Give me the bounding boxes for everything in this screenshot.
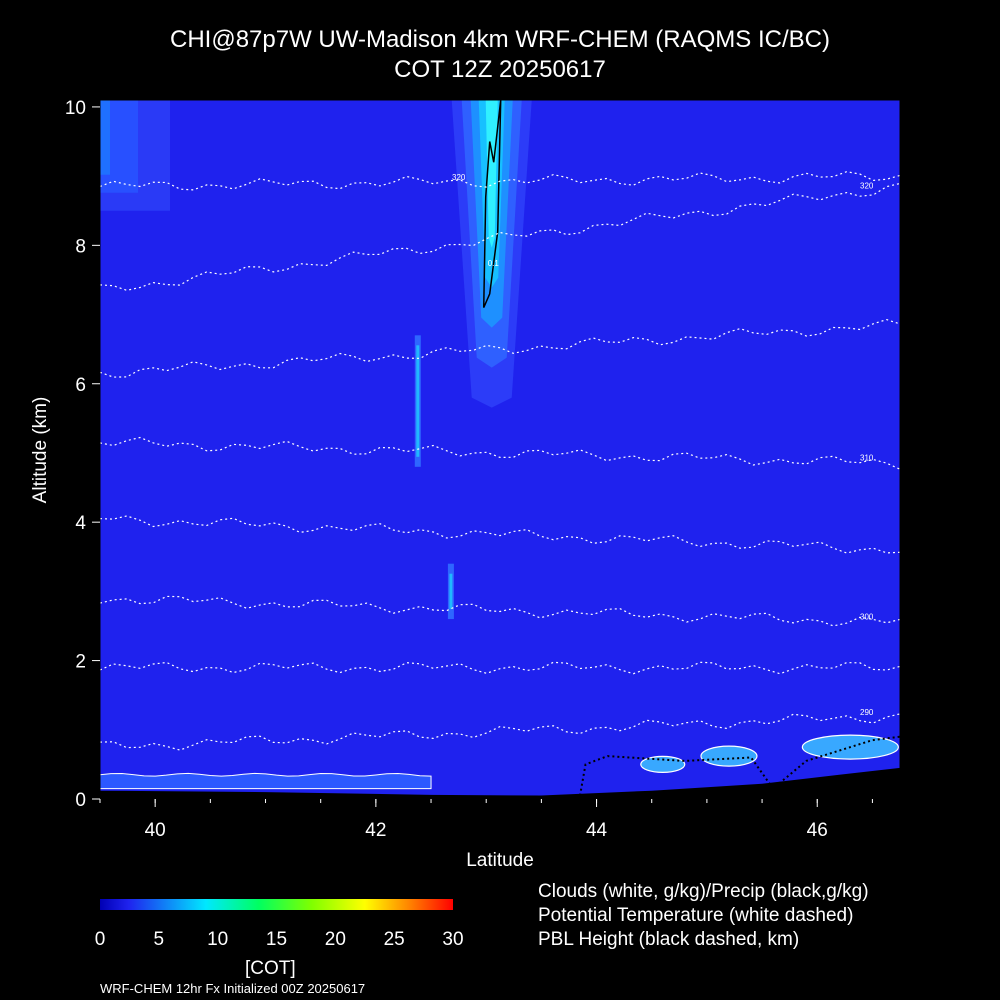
plume-layer <box>485 100 498 248</box>
colorbar-tick-label: 30 <box>442 929 463 950</box>
legend-pbl: PBL Height (black dashed, km) <box>538 929 800 950</box>
x-tick-label: 46 <box>807 820 828 841</box>
legend-theta: Potential Temperature (white dashed) <box>538 905 854 926</box>
x-tick-label: 44 <box>586 820 608 841</box>
chart-subtitle: COT 12Z 20250617 <box>394 56 606 83</box>
low-clouds-and-terrain <box>100 734 900 799</box>
pbl-cloud-band <box>100 772 432 790</box>
colorbar <box>100 899 453 910</box>
colorbar-tick-label: 15 <box>266 929 287 950</box>
colorbar-tick-label: 10 <box>207 929 228 950</box>
y-axis-title: Altitude (km) <box>30 397 51 504</box>
theta-contour-label: 320 <box>452 173 466 182</box>
thin-cloud-core <box>449 573 453 610</box>
theta-contour-label: 310 <box>860 454 874 463</box>
theta-contour-label: 320 <box>860 182 874 191</box>
theta-contour <box>100 318 900 378</box>
theta-contour <box>100 661 900 675</box>
colorbar-tick-label: 0 <box>95 929 106 950</box>
plot-frame <box>99 99 901 800</box>
cot-field: 0.1 <box>100 100 532 620</box>
colorbar-tick-label: 25 <box>384 929 405 950</box>
theta-contour <box>100 515 900 554</box>
upper-cloud-layer <box>100 100 110 175</box>
thin-cloud-core <box>416 345 420 457</box>
colorbar-tick-label: 20 <box>325 929 346 950</box>
colorbar-ticks: 0 5 10 15 20 25 30 <box>95 929 464 950</box>
y-tick-label: 2 <box>75 652 86 673</box>
legend-clouds: Clouds (white, g/kg)/Precip (black,g/kg) <box>538 881 869 902</box>
terrain <box>100 767 900 799</box>
y-tick-label: 6 <box>75 375 86 396</box>
theta-contours: 320 320 310 300 290 <box>100 171 900 751</box>
x-tick-label: 40 <box>145 820 166 841</box>
colorbar-tick-label: 5 <box>154 929 165 950</box>
x-axis: 40 42 44 46 <box>99 799 873 841</box>
theta-contour <box>100 595 900 627</box>
x-tick-label: 42 <box>365 820 386 841</box>
y-tick-label: 8 <box>75 236 86 257</box>
colorbar-label: [COT] <box>245 958 296 979</box>
footer-note: WRF-CHEM 12hr Fx Initialized 00Z 2025061… <box>100 981 366 996</box>
y-axis: 0 2 4 6 8 10 <box>65 98 100 811</box>
precip-contour-label: 0.1 <box>488 259 500 268</box>
x-axis-title: Latitude <box>466 850 534 871</box>
y-tick-label: 4 <box>75 513 86 534</box>
theta-contour-label: 300 <box>860 613 874 622</box>
low-cloud-blob <box>700 745 758 767</box>
y-tick-label: 10 <box>65 98 86 119</box>
theta-contour <box>100 713 900 751</box>
chart-title: CHI@87p7W UW-Madison 4km WRF-CHEM (RAQMS… <box>170 26 830 53</box>
y-tick-label: 0 <box>75 790 86 811</box>
theta-contour <box>100 436 900 470</box>
pbl-height-line <box>579 735 900 796</box>
theta-contour-label: 290 <box>860 708 874 717</box>
theta-contour <box>100 171 900 191</box>
